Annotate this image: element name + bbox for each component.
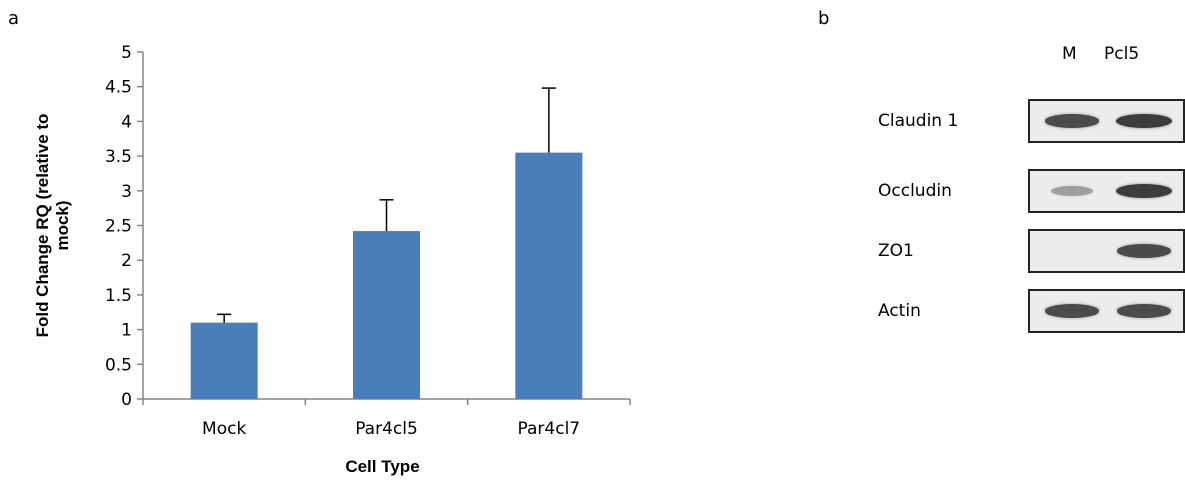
blot-band xyxy=(1117,304,1171,318)
y-tick-label: 3 xyxy=(121,182,132,202)
blot-row-label: Occludin xyxy=(878,181,952,201)
blot-row-label: Claudin 1 xyxy=(878,111,959,131)
y-tick-label: 3.5 xyxy=(105,147,132,167)
bar xyxy=(190,322,258,399)
bar-chart: 0 0.5 1 1.5 2 2.5 3 3.5 4 4.5 5 Mock Par4cl5 Par4cl7 C… xyxy=(33,43,631,476)
blot-band xyxy=(1045,114,1099,128)
y-tick-label: 5 xyxy=(121,43,132,63)
panel-b-label: b xyxy=(818,8,830,29)
x-tick-label: Par4cl5 xyxy=(355,419,418,439)
x-axis-title: Cell Type xyxy=(345,457,419,476)
blot-band xyxy=(1116,114,1172,128)
y-tick-label: 2 xyxy=(121,251,132,271)
blot-lane-label: Pcl5 xyxy=(1104,44,1140,64)
bar xyxy=(515,152,583,399)
blot-row-label: ZO1 xyxy=(878,241,914,261)
y-tick-label: 0 xyxy=(121,390,132,410)
y-axis-title-line: mock) xyxy=(53,200,72,250)
blot-band xyxy=(1117,244,1171,258)
y-tick-label: 1.5 xyxy=(105,286,132,306)
blot-band xyxy=(1045,304,1099,318)
blot-lane-label: M xyxy=(1062,44,1077,64)
y-tick-label: 2.5 xyxy=(105,217,132,237)
panel-a-label: a xyxy=(8,8,20,29)
blot-strip xyxy=(1028,229,1185,273)
x-tick-label: Mock xyxy=(202,419,246,439)
y-axis-title: Fold Change RQ (relative tomock) xyxy=(33,114,72,338)
blot-strip xyxy=(1028,99,1185,143)
y-tick-label: 0.5 xyxy=(105,355,132,375)
y-tick-label: 4 xyxy=(121,112,132,132)
blot-row-label: Actin xyxy=(878,301,921,321)
y-axis-title-line: Fold Change RQ (relative to xyxy=(33,114,52,338)
bar xyxy=(353,231,420,399)
blot-band xyxy=(1051,185,1093,197)
blot-strip xyxy=(1028,289,1185,333)
blot-band xyxy=(1116,184,1172,198)
y-tick-label: 4.5 xyxy=(105,78,132,98)
x-tick-label: Par4cl7 xyxy=(518,419,581,439)
blot-strip xyxy=(1028,169,1185,213)
y-tick-label: 1 xyxy=(121,321,132,341)
